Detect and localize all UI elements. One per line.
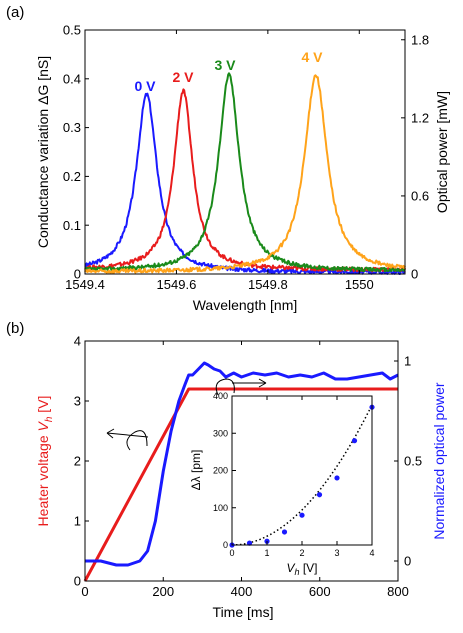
panel-a-y-tick-label: 0.3 (63, 120, 81, 135)
panel-a-y2-tick-label: 0 (411, 267, 418, 282)
inset-chart: 0 1 2 3 4 0 100 200 300 400 Vh [V] Δλ [pm] (189, 391, 375, 577)
panel-a-x-tick-label: 1550 (345, 277, 374, 292)
series-label-3v: 3 V (214, 57, 236, 73)
panel-a-y2-axis-label: Optical power [mW] (434, 91, 450, 213)
arrow-right-head (258, 378, 267, 388)
panel-b-x-axis-label: Time [ms] (213, 604, 274, 620)
panel-b-y-axis-label: Heater voltage Vh [V] (35, 396, 55, 527)
panel-b-ylabel-unit: [V] (35, 396, 51, 417)
panel-a-y2-tick-label: 1.2 (411, 110, 429, 125)
panel-b-y2-axis-label: Normalized optical power (431, 382, 447, 540)
panel-a-label: (a) (6, 4, 24, 21)
panel-a-y-tick-label: 0.5 (63, 23, 81, 38)
inset-xlabel-symbol: V (286, 561, 295, 575)
panel-a-y-tick-label: 0 (74, 267, 81, 282)
panel-b-y2-tick-label: 0 (404, 554, 411, 569)
inset-y-tick-label: 100 (213, 503, 228, 513)
panel-a-y-axis-label: Conductance variation ΔG [nS] (35, 56, 51, 248)
panel-b-y-tick-label: 0 (74, 574, 81, 589)
inset-xlabel-subscript: h (294, 567, 299, 577)
inset-y-tick-label: 0 (223, 540, 228, 550)
inset-x-axis-label: Vh [V] (286, 561, 317, 577)
panel-a-y-tick-label: 0.2 (63, 169, 81, 184)
panel-b-y2-tick-label: 1 (404, 354, 411, 369)
inset-x-tick-label: 0 (229, 548, 234, 558)
panel-a-series (84, 72, 406, 275)
panel-a-y2-tick-label: 1.8 (411, 32, 429, 47)
panel-b-label: (b) (6, 320, 24, 337)
panel-a-y2-ticks: 0 0.6 1.2 1.8 (401, 32, 429, 282)
panel-b-y2-tick-label: 0.5 (404, 454, 422, 469)
panel-b-x-tick-label: 400 (231, 584, 253, 599)
panel-a-x-tick-label: 1549.6 (157, 277, 197, 292)
panel-b-y-tick-label: 4 (74, 334, 81, 349)
panel-b-y2-ticks: 00.51 (394, 354, 422, 569)
panel-a-y-tick-label: 0.1 (63, 218, 81, 233)
inset-data-point (299, 512, 305, 518)
inset-x-tick-label: 4 (369, 548, 374, 558)
panel-b-x-tick-label: 0 (81, 584, 88, 599)
panel-b-y-tick-label: 2 (74, 454, 81, 469)
arrow-right-curl (215, 378, 235, 396)
inset-data-point (246, 540, 253, 546)
inset-y-tick-label: 200 (213, 466, 228, 476)
panel-a-y-ticks: 0 0.1 0.2 0.3 0.4 0.5 (63, 23, 89, 282)
panel-a-x-tick-label: 1549.8 (248, 277, 288, 292)
inset-points (229, 404, 375, 548)
panel-a-x-axis-label: Wavelength [nm] (193, 297, 298, 313)
panel-a-line-4v (84, 74, 406, 274)
panel-b-x-ticks: 0 200 400 600 800 (81, 341, 409, 599)
inset-x-tick-label: 1 (264, 548, 269, 558)
panel-a-axes-frame (84, 29, 406, 275)
panel-a-line-2v (84, 88, 406, 273)
panel-b-x-tick-label: 800 (387, 584, 409, 599)
panel-a: (a) 1549.4 1549.6 1549.8 1550 0 0.1 0.2 0.3 0.4… (6, 4, 450, 313)
panel-b-ylabel-symbol: V (35, 420, 51, 431)
inset-x-tick-label: 2 (299, 548, 304, 558)
inset-data-point (351, 438, 358, 444)
inset-fit-curve (232, 404, 373, 546)
arrow-to-left-axis (106, 428, 149, 451)
panel-b-x-tick-label: 200 (152, 584, 174, 599)
inset-y-tick-label: 400 (213, 391, 228, 401)
panel-b-ylabel-main: Heater voltage (35, 431, 51, 526)
panel-b-x-tick-label: 600 (309, 584, 331, 599)
panel-b-y-ticks: 0 1 2 3 4 (74, 334, 89, 589)
heater-voltage-line (83, 387, 398, 582)
arrow-left-head (106, 428, 115, 439)
series-label-0v: 0 V (134, 78, 156, 94)
panel-a-x-tick-label: 1549.4 (65, 277, 105, 292)
normalized-power-line (85, 361, 399, 567)
inset-y-tick-label: 300 (213, 428, 228, 438)
inset-fit-line (232, 404, 373, 546)
series-label-4v: 4 V (301, 49, 323, 65)
panel-a-x-ticks: 1549.4 1549.6 1549.8 1550 (65, 30, 374, 292)
panel-b-series (83, 361, 399, 582)
panel-b-y-tick-label: 3 (74, 394, 81, 409)
inset-background (232, 396, 372, 545)
panel-a-y2-tick-label: 0.6 (411, 188, 429, 203)
arrow-left-shaft (106, 432, 149, 438)
inset-y-ticks: 0 100 200 300 400 (213, 391, 236, 550)
panel-a-y-tick-label: 0.4 (63, 71, 81, 86)
arrow-left-curl (126, 430, 148, 451)
panel-a-line-0v (84, 92, 406, 275)
inset-x-tick-label: 3 (334, 548, 339, 558)
panel-b-ylabel-subscript: h (44, 416, 55, 422)
arrow-to-right-axis (215, 378, 267, 396)
inset-data-point (281, 529, 288, 535)
inset-data-point (334, 475, 340, 481)
panel-b-y-tick-label: 1 (74, 514, 81, 529)
inset-y-axis-label: Δλ [pm] (189, 450, 203, 491)
panel-a-line-3v (84, 72, 406, 273)
inset-xlabel-unit: [V] (300, 561, 318, 575)
inset-x-ticks: 0 1 2 3 4 (229, 396, 375, 558)
series-label-2v: 2 V (172, 69, 194, 85)
inset-data-point (316, 492, 323, 498)
